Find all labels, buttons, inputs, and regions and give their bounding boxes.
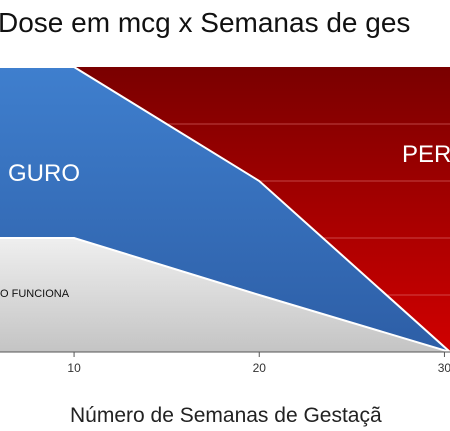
x-axis-label: Número de Semanas de Gestaçã bbox=[70, 404, 382, 427]
x-tick-label: 10 bbox=[67, 361, 81, 375]
x-tick-label: 30 bbox=[438, 361, 450, 375]
lower-boundary-line bbox=[0, 237, 450, 353]
ineffective-region bbox=[0, 238, 450, 352]
x-tick-label: 20 bbox=[253, 361, 267, 375]
chart-title: Dose em mcg x Semanas de ges bbox=[0, 7, 410, 38]
safe-region-label: GURO bbox=[8, 160, 80, 187]
ineffective-region-label: O FUNCIONA bbox=[0, 288, 70, 300]
plot-area: 10 20 30 bbox=[0, 66, 450, 375]
upper-boundary-line bbox=[0, 66, 450, 353]
danger-region-label: PER bbox=[402, 141, 450, 168]
x-ticks: 10 20 30 bbox=[67, 352, 450, 375]
